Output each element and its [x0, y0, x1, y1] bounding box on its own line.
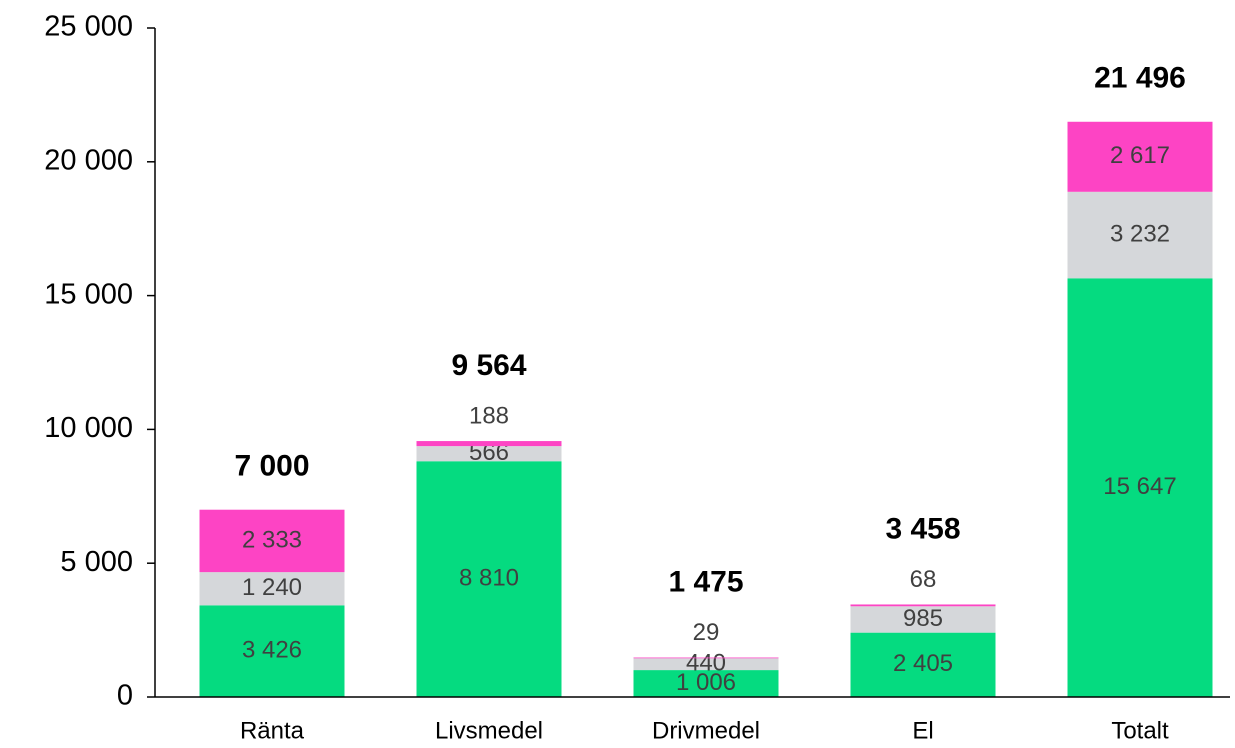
segment-label: 2 333 [242, 526, 302, 553]
total-label: 1 475 [668, 565, 743, 598]
bar-segment [1067, 121, 1213, 192]
y-tick-label: 0 [117, 680, 133, 712]
bar-segment [850, 604, 996, 607]
y-tick-label: 15 000 [44, 278, 133, 310]
total-label: 3 458 [885, 512, 960, 545]
segment-label: 3 232 [1110, 220, 1170, 247]
segment-label: 1 006 [676, 669, 736, 696]
bar-segment [199, 572, 345, 606]
bar-segment [633, 670, 779, 697]
segment-label: 3 426 [242, 637, 302, 664]
bar-segment [199, 509, 345, 573]
bar-segment [416, 446, 562, 462]
bar-segment [416, 441, 562, 447]
x-tick-label: Drivmedel [652, 717, 760, 744]
segment-label: 985 [903, 605, 943, 632]
bar-segment [850, 632, 996, 697]
bar-segment [199, 605, 345, 697]
segment-label: 2 617 [1110, 142, 1170, 169]
segment-label: 8 810 [459, 564, 519, 591]
bar-segment [633, 658, 779, 671]
x-tick-label: Livsmedel [435, 717, 543, 744]
y-tick-label: 20 000 [44, 144, 133, 176]
segment-label: 1 240 [242, 574, 302, 601]
segment-label: 29 [693, 619, 720, 646]
segment-label: 68 [910, 566, 937, 593]
x-tick-label: Ränta [240, 717, 305, 744]
segment-label: 2 405 [893, 650, 953, 677]
total-label: 21 496 [1094, 62, 1186, 95]
segment-label: 440 [686, 650, 726, 677]
x-tick-label: El [912, 717, 933, 744]
y-tick-label: 10 000 [44, 412, 133, 444]
bar-segment [1067, 278, 1213, 697]
y-tick-label: 5 000 [60, 546, 133, 578]
bar-segment [1067, 191, 1213, 279]
bar-segment [633, 657, 779, 659]
total-label: 7 000 [234, 450, 309, 483]
total-label: 9 564 [451, 349, 526, 382]
x-tick-label: Totalt [1111, 717, 1169, 744]
segment-label: 188 [469, 402, 509, 429]
bar-segment [850, 606, 996, 633]
y-tick-label: 25 000 [44, 11, 133, 43]
bar-segment [416, 461, 562, 697]
segment-label: 15 647 [1103, 473, 1176, 500]
